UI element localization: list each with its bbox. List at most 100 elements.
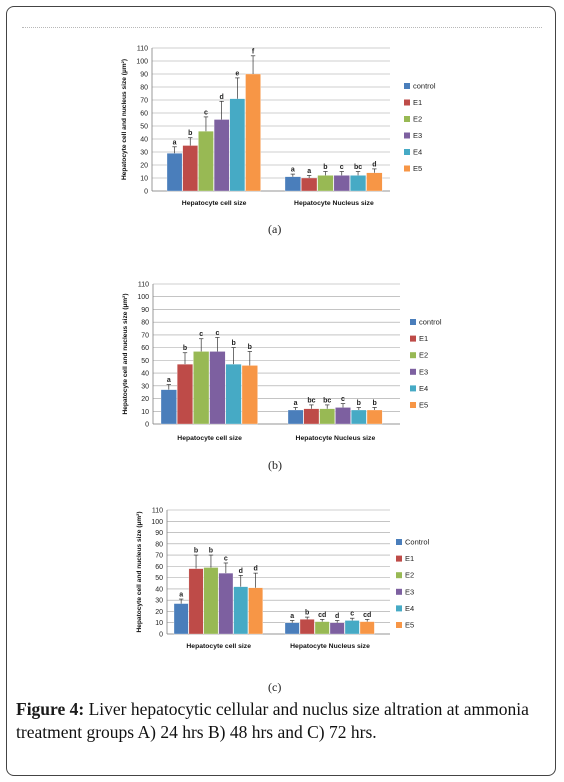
legend-swatch [404,83,410,89]
y-tick-label: 70 [141,332,149,339]
bar [359,621,375,635]
legend-swatch [404,165,410,172]
significance-letter: c [340,164,344,171]
significance-letter: b [183,345,187,352]
category-label: Hepatocyte cell size [182,200,247,207]
bar [317,175,334,192]
bar [299,619,315,635]
legend-entry: E2 [419,351,428,360]
y-axis-label: Hepatocyte cell and nucleus size (µm²) [136,511,143,632]
y-axis-label: Hepatocyte cell and nucleus size (µm²) [121,59,128,180]
bar [350,175,367,192]
y-tick-label: 90 [140,72,148,79]
legend-entry: E5 [413,164,422,173]
significance-letter: a [167,377,171,384]
significance-letter: a [290,613,294,620]
significance-letter: b [323,164,327,171]
significance-letter: c [224,555,228,562]
y-tick-label: 80 [155,541,163,548]
legend-entry: E1 [413,98,422,107]
significance-letter: d [220,94,224,101]
significance-letter: bc [323,397,331,404]
legend-swatch [396,555,402,562]
y-tick-label: 10 [140,176,148,183]
y-tick-label: 110 [138,282,149,289]
significance-letter: cd [318,612,326,619]
category-label: Hepatocyte Nucleus size [294,200,374,207]
y-tick-label: 70 [140,98,148,105]
bar [173,603,189,635]
bar [166,153,183,192]
legend-swatch [396,622,402,628]
y-tick-label: 90 [141,307,149,314]
legend-swatch [396,572,402,579]
significance-letter: b [248,344,252,351]
legend-entry: E2 [405,571,414,580]
significance-letter: a [179,592,183,599]
bar [329,622,345,635]
y-tick-label: 60 [155,564,163,571]
bar [303,408,320,425]
significance-letter: b [372,400,376,407]
y-tick-label: 0 [145,422,149,429]
bar [333,175,350,192]
y-tick-label: 20 [155,609,163,616]
significance-letter: b [194,548,198,555]
bar [218,572,234,635]
chart-c: 0 10 20 30 40 50 60 70 80 90 100 110 Hepatocyte cell… [136,508,430,651]
legend-entry: E3 [405,587,414,596]
legend-entry: E4 [419,384,428,393]
y-tick-label: 90 [155,530,163,537]
legend-swatch [410,385,416,392]
y-tick-label: 70 [155,553,163,560]
y-tick-label: 110 [137,46,148,53]
legend-entry: E4 [405,604,414,613]
y-tick-label: 10 [141,409,149,416]
bar [225,364,242,425]
y-tick-label: 0 [144,189,148,196]
y-tick-label: 80 [140,85,148,92]
significance-letter: bc [307,397,315,404]
chart-b: 0 10 20 30 40 50 60 70 80 90 100 110 Hepatocyte cell… [122,282,442,443]
significance-letter: a [173,139,177,146]
legend-entry: E2 [413,115,422,124]
y-tick-label: 60 [141,345,149,352]
legend-swatch [410,402,416,408]
bar [193,351,210,425]
bar [344,620,360,635]
significance-letter: d [372,161,376,168]
legend-entry: E1 [419,334,428,343]
bar [229,98,246,192]
bar [314,621,330,635]
significance-letter: b [305,610,309,617]
header-dotted-rule [22,27,542,28]
significance-letter: c [341,396,345,403]
y-tick-label: 0 [159,632,163,639]
category-label: Hepatocyte Nucleus size [296,435,376,442]
legend-swatch [396,605,402,612]
significance-letter: d [239,568,243,575]
y-tick-label: 100 [151,519,163,526]
significance-letter: f [252,48,255,55]
legend-entry: E3 [413,131,422,140]
caption-text: Liver hepatocytic cellular and nuclus si… [16,699,529,742]
y-tick-label: 110 [152,508,163,515]
bar [287,409,304,425]
significance-letter: a [294,400,298,407]
legend-entry: E5 [405,621,414,630]
y-tick-label: 10 [155,620,163,627]
legend-swatch [404,116,410,122]
y-tick-label: 30 [140,150,148,157]
panel-label-b: (b) [268,458,282,472]
legend-entry: E5 [419,401,428,410]
legend-swatch [404,99,410,106]
y-tick-label: 30 [141,383,149,390]
legend-swatch [404,132,410,139]
legend-entry: E1 [405,554,414,563]
category-label: Hepatocyte cell size [186,643,251,650]
legend-swatch [396,539,402,545]
significance-letter: c [350,611,354,618]
y-tick-label: 20 [141,396,149,403]
significance-letter: e [235,70,239,77]
y-axis-label: Hepatocyte cell and nucleus size (µm²) [122,293,129,414]
